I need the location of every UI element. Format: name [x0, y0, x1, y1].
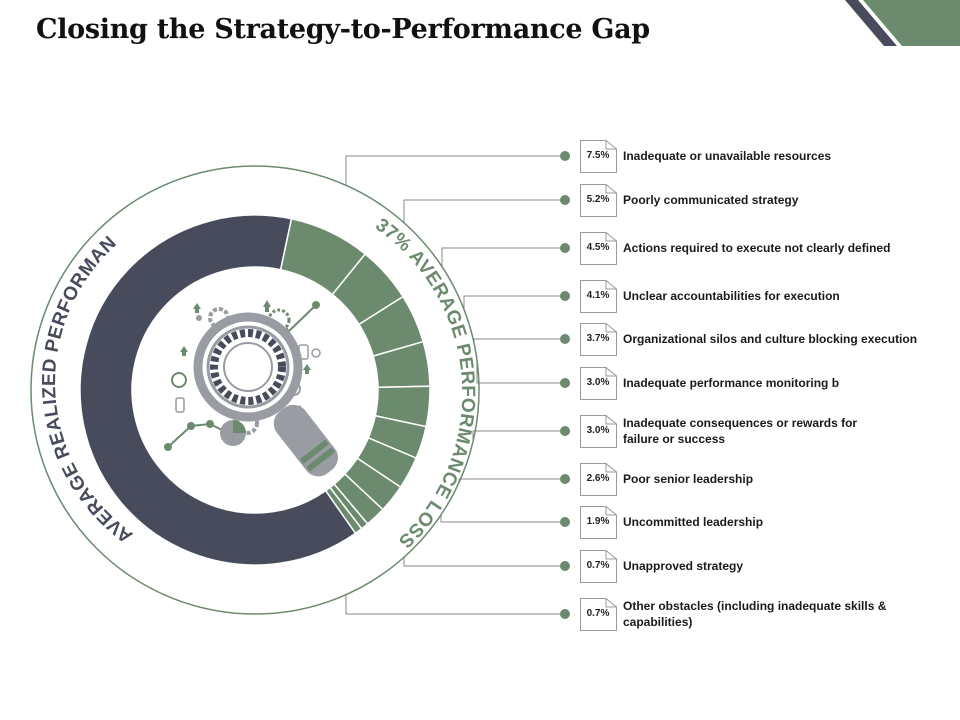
corner-stripe-green [863, 0, 960, 46]
legend-item: 0.7% Unapproved strategy [560, 546, 743, 586]
legend-item: 0.7% Other obstacles (including inadequat… [560, 594, 888, 634]
donut-chart [79, 214, 431, 566]
percent-tag: 4.1% [580, 279, 617, 313]
percent-tag: 3.0% [580, 414, 617, 448]
legend-label: Inadequate or unavailable resources [623, 149, 832, 163]
percent-value: 2.6% [586, 473, 610, 484]
connector-line-1 [345, 155, 566, 186]
connector-line-5 [473, 338, 566, 343]
legend-dot [560, 334, 570, 344]
percent-value: 4.1% [586, 290, 610, 301]
legend-dot [560, 243, 570, 253]
legend-item: 4.1% Unclear accountabilities for executi… [560, 276, 840, 316]
percent-tag: 1.9% [580, 505, 617, 539]
legend-label: Actions required to execute not clearly … [623, 241, 891, 255]
percent-tag: 3.0% [580, 366, 617, 400]
legend-dot [560, 474, 570, 484]
percent-tag: 3.7% [580, 322, 617, 356]
percent-value: 0.7% [586, 560, 610, 571]
legend-label: Inadequate consequences or rewards for f… [623, 416, 858, 446]
connector-line-9 [440, 514, 566, 523]
legend-item: 1.9% Uncommitted leadership [560, 502, 763, 542]
legend-label: Other obstacles (including inadequate sk… [623, 599, 887, 629]
percent-value: 5.2% [586, 194, 610, 205]
legend-item: 7.5% Inadequate or unavailable resources [560, 136, 831, 176]
legend-dot [560, 291, 570, 301]
percent-value: 3.7% [586, 333, 610, 344]
percent-value: 3.0% [586, 377, 610, 388]
legend-dot [560, 195, 570, 205]
legend-item: 5.2% Poorly communicated strategy [560, 180, 798, 220]
legend-dot [560, 561, 570, 571]
legend-label: Poorly communicated strategy [623, 193, 799, 207]
percent-value: 7.5% [586, 150, 610, 161]
percent-tag: 5.2% [580, 183, 617, 217]
legend-label: Organizational silos and culture blockin… [623, 332, 918, 346]
percent-tag: 4.5% [580, 231, 617, 265]
percent-value: 3.0% [586, 425, 610, 436]
connector-line-2 [403, 199, 566, 223]
percent-value: 4.5% [586, 242, 610, 253]
legend-label: Uncommitted leadership [623, 515, 764, 529]
legend-item: 3.7% Organizational silos and culture blo… [560, 319, 917, 359]
legend-item: 3.0% Inadequate consequences or rewards f… [560, 411, 888, 451]
percent-tag: 7.5% [580, 139, 617, 173]
percent-tag: 2.6% [580, 462, 617, 496]
legend-label: Unapproved strategy [623, 559, 744, 573]
legend-item: 4.5% Actions required to execute not clea… [560, 228, 890, 268]
magnifying-glass-gear-analytics-icon [164, 300, 338, 477]
legend-label: Unclear accountabilities for execution [623, 289, 840, 303]
legend-item: 2.6% Poor senior leadership [560, 459, 753, 499]
percent-tag: 0.7% [580, 597, 617, 631]
legend-label: Poor senior leadership [623, 472, 754, 486]
connector-line-6 [476, 360, 566, 384]
connector-line-7 [472, 430, 566, 442]
legend-label: Inadequate performance monitoring b [623, 376, 840, 390]
percent-value: 1.9% [586, 516, 610, 527]
connector-line-8 [458, 478, 566, 483]
connector-line-10 [403, 557, 566, 567]
legend-dot [560, 151, 570, 161]
donut-segment-realized [79, 214, 357, 566]
legend-dot [560, 609, 570, 619]
corner-stripe-dark [845, 0, 897, 46]
legend-dot [560, 426, 570, 436]
outer-ring [30, 165, 480, 615]
legend-item: 3.0% Inadequate performance monitoring b [560, 363, 839, 403]
percent-value: 0.7% [586, 608, 610, 619]
connector-line-11 [345, 594, 566, 615]
legend-dot [560, 378, 570, 388]
slide-title: Closing the Strategy-to-Performance Gap [36, 14, 650, 45]
percent-tag: 0.7% [580, 549, 617, 583]
legend-dot [560, 517, 570, 527]
connector-line-3 [441, 247, 566, 267]
connector-line-4 [463, 295, 566, 310]
